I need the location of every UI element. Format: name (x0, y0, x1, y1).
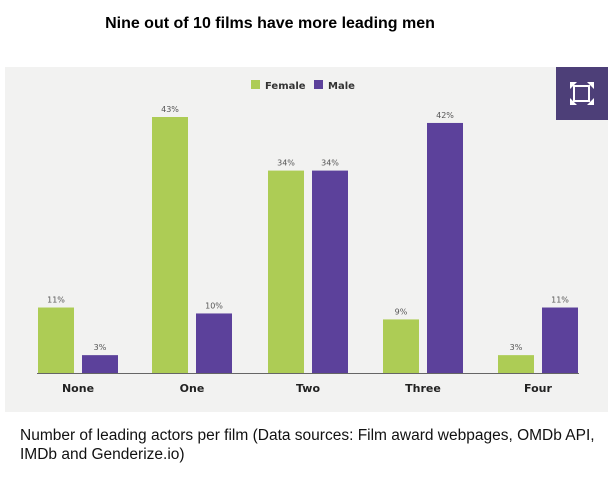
bar-female-four (498, 355, 534, 373)
expand-icon (570, 82, 594, 105)
x-tick-label: None (62, 382, 94, 395)
chart-title: Nine out of 10 films have more leading m… (105, 15, 435, 32)
legend-swatch-male (314, 80, 323, 89)
bar-male-four (542, 307, 578, 373)
bar-chart: 11% 3% None 43% 10% One 34% 34% Two 9% 42% Three 3% 1… (37, 80, 579, 395)
data-label: 11% (551, 296, 569, 305)
x-tick-label: Two (296, 382, 320, 395)
data-label: 34% (321, 159, 339, 168)
bar-female-three (383, 319, 419, 373)
expand-button[interactable] (556, 67, 608, 120)
data-label: 9% (395, 307, 408, 316)
legend-label: Female (265, 81, 306, 92)
legend-swatch-female (251, 80, 260, 89)
data-label: 10% (205, 301, 223, 310)
chart-caption: Number of leading actors per film (Data … (20, 427, 595, 463)
bar-female-none (38, 307, 74, 373)
bar-male-none (82, 355, 118, 373)
data-label: 42% (436, 111, 454, 120)
x-tick-label: Three (405, 382, 441, 395)
data-label: 43% (161, 105, 179, 114)
x-tick-label: One (180, 382, 205, 395)
data-label: 3% (510, 343, 523, 352)
bar-male-one (196, 313, 232, 373)
chart-panel (5, 67, 608, 412)
bar-female-one (152, 117, 188, 373)
x-tick-label: Four (524, 382, 552, 395)
legend-label: Male (328, 81, 355, 92)
data-label: 34% (277, 159, 295, 168)
bar-male-three (427, 122, 463, 373)
bar-female-two (268, 170, 304, 373)
bar-male-two (312, 170, 348, 373)
data-label: 11% (47, 296, 65, 305)
data-label: 3% (94, 343, 107, 352)
